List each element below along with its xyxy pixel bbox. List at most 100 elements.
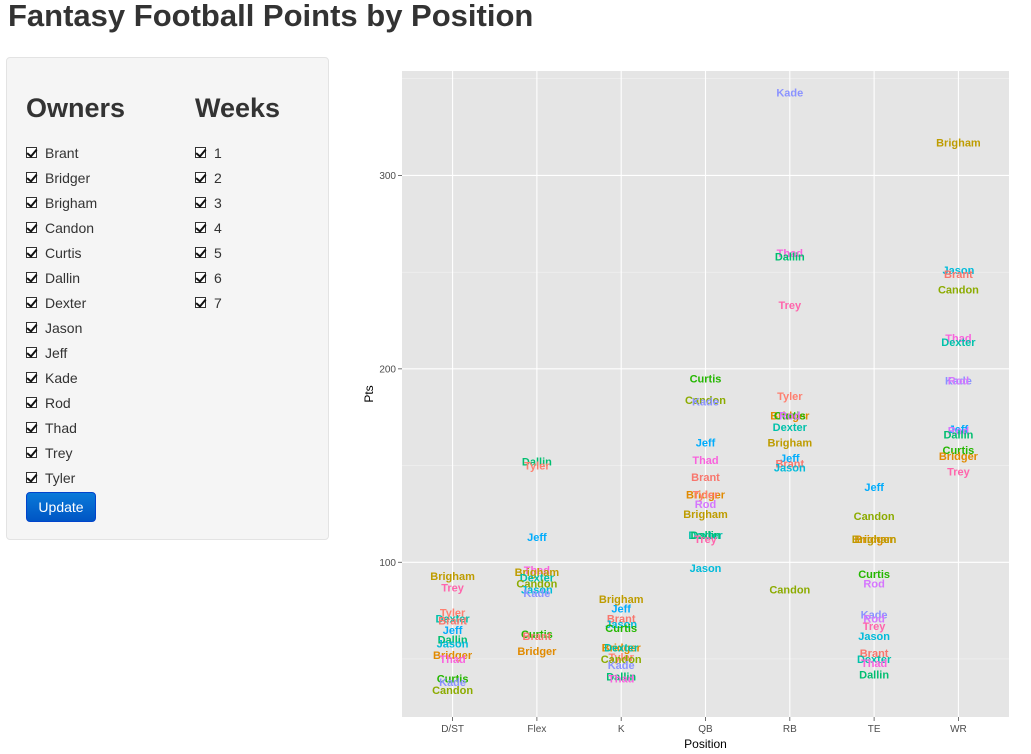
owner-checkbox-dexter[interactable]: Dexter <box>26 290 125 315</box>
page-title: Fantasy Football Points by Position <box>8 0 534 33</box>
point-label-dexter: Dexter <box>857 654 892 666</box>
weeks-column: Weeks 1 2 3 4 5 6 7 <box>195 90 280 315</box>
week-checkbox-5[interactable]: 5 <box>195 240 280 265</box>
point-label-kade: Kade <box>523 588 550 600</box>
checkbox-icon[interactable] <box>26 247 37 258</box>
point-label-candon: Candon <box>601 654 642 666</box>
week-checkbox-label: 6 <box>214 269 222 286</box>
owner-checkbox-curtis[interactable]: Curtis <box>26 240 125 265</box>
point-label-dexter: Dexter <box>435 613 470 625</box>
point-label-jason: Jason <box>521 584 553 596</box>
owner-checkbox-rod[interactable]: Rod <box>26 390 125 415</box>
week-checkbox-label: 2 <box>214 169 222 186</box>
points-chart: 100 200 300 D/ST Flex K QB RB TE WR Position Pts Bri… <box>362 71 1009 751</box>
x-tick-label: Flex <box>527 724 546 735</box>
point-label-trey: Trey <box>778 300 802 312</box>
checkbox-icon[interactable] <box>26 472 37 483</box>
checkbox-icon[interactable] <box>195 272 206 283</box>
point-label-curtis: Curtis <box>605 623 637 635</box>
point-label-tyler: Tyler <box>777 391 803 403</box>
point-label-brant: Brant <box>775 459 804 471</box>
point-label-kade: Kade <box>945 375 972 387</box>
point-label-kade: Kade <box>861 609 888 621</box>
point-label-brigham: Brigham <box>852 534 897 546</box>
owner-checkbox-label: Kade <box>45 369 78 386</box>
point-label-brant: Brant <box>523 631 552 643</box>
checkbox-icon[interactable] <box>26 147 37 158</box>
checkbox-icon[interactable] <box>195 147 206 158</box>
point-label-rod: Rod <box>948 375 969 387</box>
checkbox-icon[interactable] <box>26 197 37 208</box>
update-button[interactable]: Update <box>26 492 96 522</box>
owner-checkbox-jason[interactable]: Jason <box>26 315 125 340</box>
point-label-brigham: Brigham <box>515 567 560 579</box>
point-label-dexter: Dexter <box>773 422 808 434</box>
checkbox-icon[interactable] <box>26 272 37 283</box>
point-label-dallin: Dallin <box>775 252 805 264</box>
owner-checkbox-kade[interactable]: Kade <box>26 365 125 390</box>
point-label-dexter: Dexter <box>604 642 639 654</box>
week-checkbox-4[interactable]: 4 <box>195 215 280 240</box>
checkbox-icon[interactable] <box>195 297 206 308</box>
checkbox-icon[interactable] <box>26 172 37 183</box>
owner-checkbox-label: Jason <box>45 319 83 336</box>
checkbox-icon[interactable] <box>26 372 37 383</box>
point-label-bridger: Bridger <box>602 642 642 654</box>
point-label-brant: Brant <box>438 615 467 627</box>
checkbox-icon[interactable] <box>26 222 37 233</box>
point-label-tyler: Tyler <box>693 490 719 502</box>
point-label-kade: Kade <box>608 660 635 672</box>
checkbox-icon[interactable] <box>26 297 37 308</box>
point-label-jeff: Jeff <box>527 532 547 544</box>
week-checkbox-2[interactable]: 2 <box>195 165 280 190</box>
point-label-tyler: Tyler <box>608 652 634 664</box>
checkbox-icon[interactable] <box>26 447 37 458</box>
point-label-kade: Kade <box>439 677 466 689</box>
point-label-trey: Trey <box>694 534 718 546</box>
checkbox-icon[interactable] <box>26 397 37 408</box>
owner-checkbox-brigham[interactable]: Brigham <box>26 190 125 215</box>
point-label-candon: Candon <box>854 511 895 523</box>
owner-checkbox-trey[interactable]: Trey <box>26 440 125 465</box>
week-checkbox-1[interactable]: 1 <box>195 140 280 165</box>
owner-checkbox-thad[interactable]: Thad <box>26 415 125 440</box>
point-label-brigham: Brigham <box>683 509 728 521</box>
weeks-checkbox-list: 1 2 3 4 5 6 7 <box>195 140 280 315</box>
point-label-jason: Jason <box>690 563 722 575</box>
owner-checkbox-label: Curtis <box>45 244 82 261</box>
checkbox-icon[interactable] <box>26 422 37 433</box>
week-checkbox-3[interactable]: 3 <box>195 190 280 215</box>
week-checkbox-6[interactable]: 6 <box>195 265 280 290</box>
point-label-tyler: Tyler <box>440 608 466 620</box>
owner-checkbox-jeff[interactable]: Jeff <box>26 340 125 365</box>
point-label-thad: Thad <box>439 654 465 666</box>
checkbox-icon[interactable] <box>26 347 37 358</box>
point-label-dallin: Dallin <box>522 457 552 469</box>
x-tick-label: TE <box>868 724 881 735</box>
point-label-curtis: Curtis <box>690 374 722 386</box>
point-label-dallin: Dallin <box>859 669 889 681</box>
checkbox-icon[interactable] <box>195 247 206 258</box>
point-label-curtis: Curtis <box>774 410 806 422</box>
checkbox-icon[interactable] <box>195 222 206 233</box>
point-label-curtis: Curtis <box>437 673 469 685</box>
owner-checkbox-label: Brant <box>45 144 79 161</box>
point-label-thad: Thad <box>777 248 803 260</box>
point-label-trey: Trey <box>441 582 465 594</box>
owner-checkbox-brant[interactable]: Brant <box>26 140 125 165</box>
point-label-jason: Jason <box>858 631 890 643</box>
owner-checkbox-tyler[interactable]: Tyler <box>26 465 125 490</box>
checkbox-icon[interactable] <box>195 197 206 208</box>
checkbox-icon[interactable] <box>26 322 37 333</box>
owner-checkbox-candon[interactable]: Candon <box>26 215 125 240</box>
week-checkbox-7[interactable]: 7 <box>195 290 280 315</box>
owner-checkbox-dallin[interactable]: Dallin <box>26 265 125 290</box>
point-label-bridger: Bridger <box>517 646 557 658</box>
checkbox-icon[interactable] <box>195 172 206 183</box>
point-label-candon: Candon <box>685 395 726 407</box>
point-label-bridger: Bridger <box>433 650 473 662</box>
owner-checkbox-bridger[interactable]: Bridger <box>26 165 125 190</box>
point-label-brigham: Brigham <box>430 571 475 583</box>
y-tick-label: 300 <box>379 171 396 182</box>
x-axis-title: Position <box>684 737 727 751</box>
